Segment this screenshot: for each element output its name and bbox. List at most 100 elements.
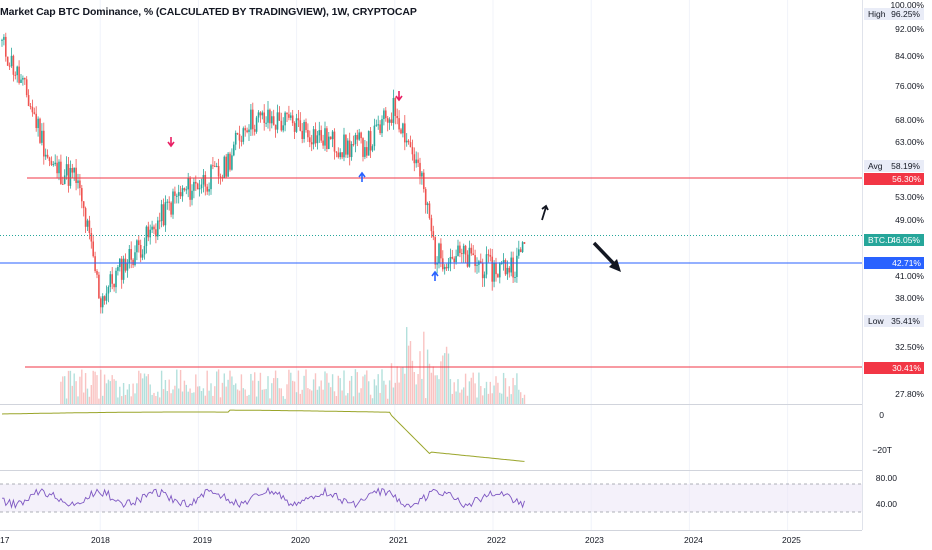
- volume-bar: [206, 370, 208, 404]
- candle-body: [438, 243, 440, 263]
- volume-bar: [292, 380, 294, 404]
- candle-body: [181, 188, 184, 197]
- candle-body: [122, 258, 125, 280]
- candle-body: [267, 109, 269, 123]
- volume-bar: [387, 398, 389, 404]
- rsi-band: [0, 484, 862, 512]
- volume-bar: [128, 384, 130, 404]
- volume-bar: [297, 370, 300, 404]
- candle-body: [143, 246, 146, 255]
- volume-bar: [113, 379, 115, 404]
- candle-body: [499, 263, 501, 278]
- candle-body: [259, 112, 262, 116]
- indicator-line: [1, 409, 525, 462]
- candle-body: [322, 140, 324, 146]
- candle-body: [88, 220, 91, 234]
- candle-body: [229, 153, 231, 170]
- candle-body: [476, 264, 478, 266]
- volume-bar: [71, 385, 73, 404]
- candle-body: [411, 147, 414, 155]
- volume-bar: [267, 376, 269, 404]
- indicator-axis-label: −20T: [872, 445, 892, 455]
- candle-body: [423, 172, 425, 190]
- candle-body: [16, 66, 18, 76]
- volume-bar: [255, 396, 258, 404]
- volume-bar: [195, 374, 197, 404]
- volume-bar: [442, 355, 444, 404]
- candle-body: [305, 121, 307, 131]
- candle-body: [39, 118, 41, 143]
- volume-bar: [425, 398, 427, 404]
- volume-bar: [60, 381, 62, 404]
- candle-body: [303, 121, 305, 139]
- volume-bar: [238, 390, 241, 404]
- candle-body: [77, 180, 79, 183]
- volume-bar: [314, 373, 317, 404]
- candle-body: [187, 178, 189, 190]
- volume-bar: [149, 384, 151, 404]
- volume-bar: [331, 374, 334, 404]
- upper-line-value: 56.30%: [892, 174, 921, 184]
- candle-body: [176, 195, 178, 197]
- volume-bar: [383, 380, 385, 404]
- volume-bar: [333, 391, 336, 404]
- candle-body: [430, 218, 433, 232]
- candle-body: [502, 260, 505, 264]
- candle-body: [139, 244, 142, 258]
- volume-bar: [168, 379, 170, 404]
- candle-body: [210, 165, 212, 190]
- volume-bar: [483, 388, 486, 404]
- candle-body: [335, 151, 338, 153]
- volume-bar: [364, 374, 366, 404]
- volume-bar: [375, 385, 377, 404]
- candle-body: [421, 172, 423, 177]
- volume-bar: [122, 382, 125, 404]
- volume-bar: [94, 371, 96, 404]
- candle-body: [37, 118, 39, 129]
- lower-line-value: 30.41%: [892, 363, 921, 373]
- volume-bar: [480, 386, 482, 404]
- volume-bar: [223, 373, 225, 404]
- volume-bar: [394, 382, 396, 404]
- candle-body: [366, 147, 368, 156]
- volume-bar: [117, 397, 119, 404]
- volume-bar: [521, 398, 524, 404]
- candle-body: [373, 125, 376, 147]
- candle-body: [272, 116, 275, 125]
- volume-bar: [290, 372, 292, 404]
- candle-body: [487, 254, 490, 256]
- candle-body: [295, 118, 298, 132]
- price-axis-label: 53.00%: [895, 192, 924, 202]
- candle-body: [50, 160, 53, 165]
- candle-body: [480, 261, 482, 263]
- time-axis-label: 2025: [782, 535, 801, 545]
- pane-separator: [0, 470, 862, 471]
- price-axis-label: 63.00%: [895, 137, 924, 147]
- candle-body: [261, 112, 264, 116]
- volume-bar: [248, 394, 250, 404]
- volume-bar: [240, 374, 243, 404]
- volume-bar: [162, 389, 165, 404]
- candle-body: [309, 137, 311, 143]
- volume-bar: [472, 372, 474, 404]
- candle-body: [440, 243, 442, 259]
- volume-bar: [447, 353, 450, 404]
- volume-bar: [84, 373, 87, 404]
- candle-body: [512, 257, 514, 278]
- volume-bar: [286, 384, 288, 404]
- candle-body: [242, 128, 245, 142]
- candle-body: [22, 77, 24, 80]
- low-label: Low: [868, 316, 884, 326]
- volume-bar: [417, 374, 419, 404]
- volume-bar: [312, 379, 315, 404]
- pane-separator: [0, 530, 862, 531]
- candle-body: [434, 237, 436, 265]
- candle-body: [415, 159, 417, 164]
- candle-body: [147, 226, 150, 238]
- volume-bar: [269, 398, 271, 404]
- volume-bar: [250, 373, 252, 404]
- volume-bar: [259, 372, 262, 404]
- volume-bar: [126, 389, 129, 404]
